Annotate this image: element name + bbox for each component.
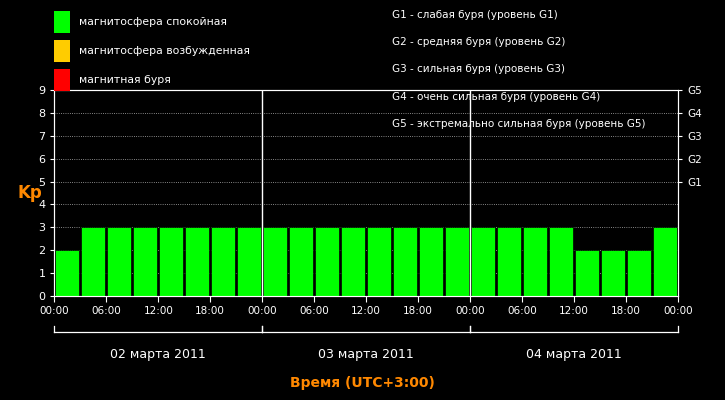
Bar xyxy=(237,227,261,296)
Bar xyxy=(471,227,495,296)
Text: G3 - сильная буря (уровень G3): G3 - сильная буря (уровень G3) xyxy=(392,64,565,74)
Text: Время (UTC+3:00): Время (UTC+3:00) xyxy=(290,376,435,390)
Bar xyxy=(549,227,573,296)
Text: 04 марта 2011: 04 марта 2011 xyxy=(526,348,622,361)
Bar xyxy=(55,250,79,296)
Bar xyxy=(601,250,625,296)
Bar xyxy=(211,227,235,296)
Bar xyxy=(186,227,210,296)
Bar xyxy=(653,227,677,296)
Bar xyxy=(81,227,105,296)
Bar xyxy=(419,227,443,296)
Bar xyxy=(393,227,417,296)
Text: 03 марта 2011: 03 марта 2011 xyxy=(318,348,414,361)
Y-axis label: Kp: Kp xyxy=(17,184,42,202)
Text: магнитная буря: магнитная буря xyxy=(79,74,171,85)
Bar xyxy=(445,227,469,296)
Text: магнитосфера спокойная: магнитосфера спокойная xyxy=(79,17,227,27)
Text: G1 - слабая буря (уровень G1): G1 - слабая буря (уровень G1) xyxy=(392,10,558,20)
Bar xyxy=(523,227,547,296)
Bar xyxy=(575,250,599,296)
Bar xyxy=(367,227,391,296)
Bar xyxy=(497,227,521,296)
Bar xyxy=(133,227,157,296)
Text: G4 - очень сильная буря (уровень G4): G4 - очень сильная буря (уровень G4) xyxy=(392,92,600,102)
Text: магнитосфера возбужденная: магнитосфера возбужденная xyxy=(79,46,250,56)
Bar xyxy=(315,227,339,296)
Bar xyxy=(341,227,365,296)
Bar xyxy=(263,227,287,296)
Bar xyxy=(289,227,313,296)
Bar xyxy=(160,227,183,296)
Bar xyxy=(627,250,651,296)
Text: 02 марта 2011: 02 марта 2011 xyxy=(110,348,206,361)
Text: G2 - средняя буря (уровень G2): G2 - средняя буря (уровень G2) xyxy=(392,37,565,47)
Text: G5 - экстремально сильная буря (уровень G5): G5 - экстремально сильная буря (уровень … xyxy=(392,119,645,129)
Bar xyxy=(107,227,131,296)
